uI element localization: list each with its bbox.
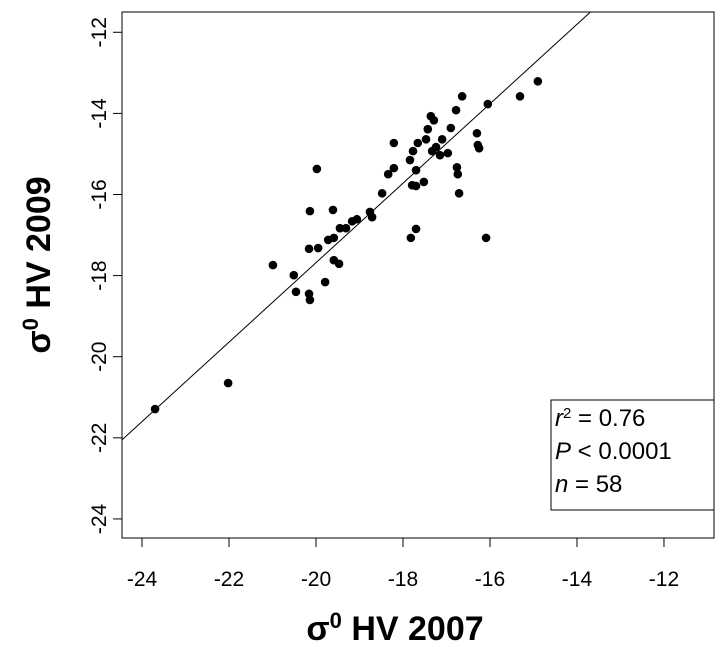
annotation-var: P — [555, 438, 571, 465]
point — [413, 138, 423, 148]
point — [406, 233, 416, 243]
point — [408, 146, 418, 156]
point — [481, 233, 491, 243]
x-tick-label: -16 — [475, 568, 505, 591]
x-tick-label: -18 — [388, 568, 418, 591]
point — [383, 169, 393, 179]
point — [472, 128, 482, 138]
x-tick-label: -22 — [214, 568, 244, 591]
annotation-text: = 0.76 — [571, 405, 645, 432]
y-tick-label: -22 — [88, 423, 111, 453]
point — [435, 150, 445, 160]
y-tick-label: -14 — [88, 98, 111, 129]
point — [367, 212, 377, 222]
point — [377, 188, 387, 198]
point — [291, 287, 301, 297]
x-tick-label: -12 — [649, 568, 679, 591]
point — [429, 115, 439, 125]
point — [304, 244, 314, 254]
annotation-text: < 0.0001 — [571, 438, 672, 465]
x-tick-label: -24 — [127, 568, 158, 591]
point — [421, 135, 431, 144]
point — [341, 223, 351, 233]
point — [453, 169, 463, 179]
point — [305, 206, 315, 216]
annotation-sup: 2 — [563, 405, 571, 422]
point — [443, 148, 453, 158]
ylabel-sup: 0 — [18, 318, 43, 330]
annotation-text: = 58 — [568, 471, 622, 498]
point — [223, 378, 233, 388]
fit-line — [121, 12, 591, 441]
point — [411, 165, 421, 175]
annotation-var: r — [555, 405, 564, 432]
point — [268, 260, 278, 270]
point — [328, 205, 338, 215]
point — [431, 142, 441, 152]
point — [423, 124, 433, 134]
y-tick-label: -12 — [88, 17, 111, 47]
point — [335, 223, 345, 233]
point — [451, 105, 461, 115]
point — [389, 163, 399, 173]
point — [437, 135, 447, 144]
point — [454, 188, 464, 198]
annotation: n = 58 — [555, 471, 622, 498]
annotation-box — [550, 399, 715, 511]
x-tick-label: -20 — [301, 568, 331, 591]
point — [389, 138, 399, 148]
point — [352, 214, 362, 224]
xlabel-sup: 0 — [330, 608, 342, 633]
y-tick-label: -20 — [88, 342, 111, 372]
xlabel: σ0 HV 2007 — [306, 608, 483, 647]
point — [483, 99, 493, 109]
plot-frame — [121, 11, 715, 539]
xlabel-text: HV 2007 — [342, 610, 484, 647]
ylabel-text: HV 2009 — [20, 176, 58, 318]
y-tick-label: -24 — [88, 503, 111, 534]
annotation-var: n — [555, 471, 568, 498]
xlabel-symbol: σ — [306, 610, 329, 647]
point — [312, 164, 322, 174]
point — [411, 181, 421, 191]
point — [405, 155, 415, 165]
point — [515, 92, 525, 101]
point — [329, 233, 339, 243]
ylabel: σ0 HV 2009 — [18, 176, 59, 353]
point — [305, 295, 315, 305]
point — [474, 143, 484, 153]
point — [446, 123, 456, 133]
point — [320, 277, 330, 287]
point — [313, 243, 323, 253]
point — [533, 77, 543, 86]
point — [334, 259, 344, 269]
point — [419, 177, 429, 187]
annotation: r2 = 0.76 — [555, 405, 645, 433]
x-tick-label: -14 — [562, 568, 593, 591]
point — [457, 92, 467, 101]
point — [150, 404, 160, 414]
annotation: P < 0.0001 — [555, 438, 672, 465]
y-tick-label: -18 — [88, 260, 111, 290]
y-tick-label: -16 — [88, 179, 111, 209]
ylabel-symbol: σ — [20, 330, 58, 353]
point — [411, 224, 421, 234]
point — [289, 270, 299, 280]
point — [452, 163, 462, 172]
